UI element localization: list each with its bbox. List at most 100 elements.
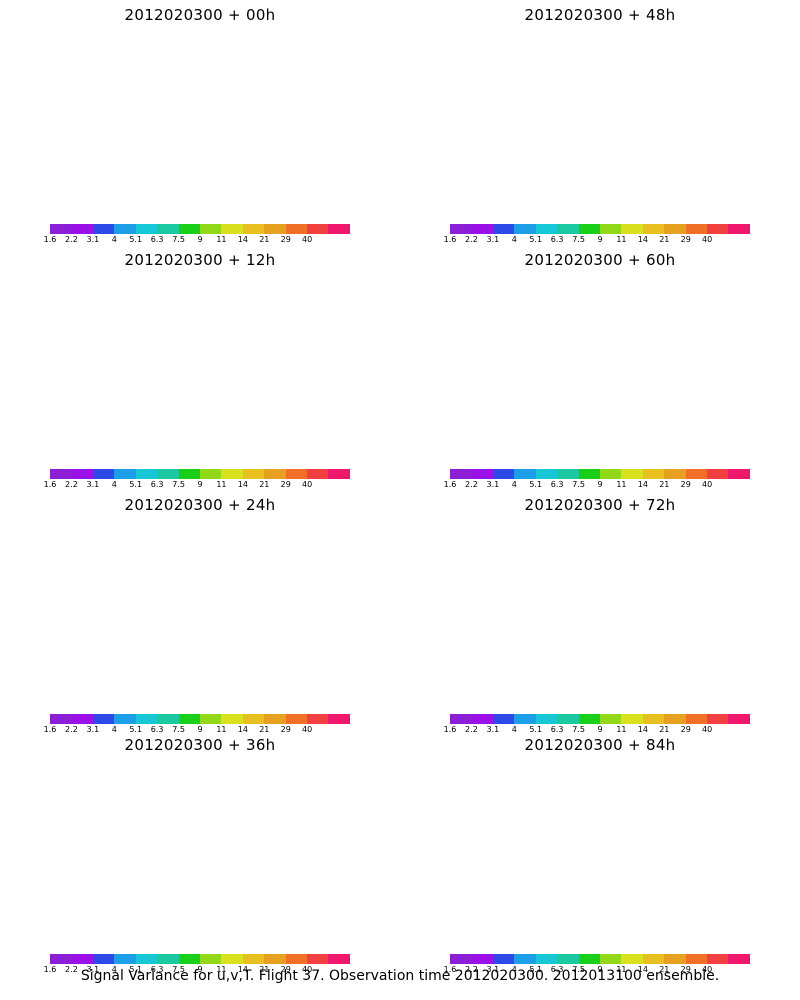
variance-map [410,512,790,712]
contour-region [428,772,732,932]
variance-map [10,267,390,467]
colorbar-swatch [307,469,329,479]
contour-region [471,780,699,904]
meridian-line [732,25,790,222]
colorbar-tick-label: 4 [111,965,117,974]
colorbar-tick-label: 14 [637,725,648,734]
colorbar-swatch [707,469,729,479]
colorbar-swatch [471,469,493,479]
parallel-line [410,22,790,92]
colorbar-swatch [599,469,622,479]
colorbar-swatch [71,469,93,479]
colorbar-swatch [599,224,622,234]
colorbar-tick-label: 21 [659,725,670,734]
colorbar [450,224,750,234]
colorbar-swatch [492,954,515,964]
colorbar-swatch [157,469,179,479]
colorbar-tick-label: 40 [702,725,713,734]
colorbar-tick-label: 7.5 [572,725,585,734]
colorbar-swatch [199,469,222,479]
colorbar-swatch [642,469,665,479]
colorbar-tick-label: 4 [511,235,517,244]
colorbar-swatch [557,954,579,964]
contour-region [150,569,240,631]
meridian-line [10,25,68,222]
variance-map [10,22,390,222]
variance-map [410,267,790,467]
parallel-line [10,22,390,92]
colorbar-swatch [492,224,515,234]
contour-region [430,72,770,222]
contour-region [573,87,627,127]
meridian-line [489,45,533,222]
colorbar-swatch [242,224,265,234]
colorbar-tick-label: 2.2 [465,235,478,244]
colorbar-swatch [685,224,708,234]
colorbar-swatch [557,224,579,234]
panel-title: 2012020300 + 36h [124,736,276,754]
colorbar [50,469,350,479]
colorbar-tick-label: 3.1 [86,235,100,244]
colorbar-tick-label: 7.5 [172,235,185,244]
colorbar-swatch [450,954,472,964]
colorbar-tick-label: 4 [511,725,517,734]
colorbar-tick-label: 9 [197,480,203,489]
colorbar-swatch [221,469,243,479]
parallel-line [10,22,390,222]
contour-region [567,573,633,621]
parallel-line [410,267,790,337]
colorbar-swatch [450,224,472,234]
colorbar-swatch [264,714,286,724]
colorbar-tick-label: 5.1 [529,235,543,244]
meridian-line [732,270,790,467]
meridian-line [668,45,712,222]
colorbar-swatch [135,469,158,479]
colorbar-tick-label: 11 [216,235,227,244]
contour-region [145,806,245,874]
colorbar-tick-label: 3.1 [86,725,100,734]
contour-region [64,314,336,440]
contour-region [30,72,370,222]
meridian-line [732,515,790,712]
colorbar-tick-label: 14 [237,235,248,244]
map-panel: 2012020300 + 24h 1.6 2.2 3.1 4 5.1 6.3 7.5 9 11 14… [10,490,390,734]
missing-data-region [40,405,120,429]
colorbar-swatch [621,714,643,724]
contour-region [64,792,296,912]
coastline [440,549,780,653]
colorbar-swatch [599,954,622,964]
missing-data-region [275,902,345,922]
colorbar-swatch [535,954,558,964]
colorbar-swatch [450,469,472,479]
colorbar-tick-label: 7.5 [172,725,185,734]
colorbar-swatch [50,714,72,724]
colorbar-tick-label: 7.5 [572,965,585,974]
panel-title: 2012020300 + 48h [524,6,676,24]
parallel-line [10,267,390,467]
meridian-line [332,25,390,222]
parallel-line [410,512,790,702]
panel-title: 2012020300 + 84h [524,736,676,754]
meridian-line [489,290,533,467]
parallel-line [10,752,390,942]
parallel-line [410,22,790,222]
colorbar-swatch [685,714,708,724]
contour-region [437,537,723,687]
colorbar-swatch [707,714,729,724]
missing-data-region [100,434,160,450]
colorbar-tick-label: 29 [680,480,691,489]
colorbar-tick-label: 29 [280,480,291,489]
colorbar-tick-label: 40 [302,480,313,489]
parallel-line [410,22,790,212]
colorbar-swatch [642,954,665,964]
colorbar-tick-label: 40 [702,235,713,244]
colorbar-tick-label: 2.2 [465,965,478,974]
colorbar-swatch [664,469,686,479]
parallel-line [10,267,390,377]
contour-region [495,62,675,162]
colorbar-swatch [307,714,329,724]
meridian-line [332,755,390,952]
missing-data-region [275,662,345,682]
colorbar-swatch [621,224,643,234]
colorbar-tick-label: 14 [637,480,648,489]
